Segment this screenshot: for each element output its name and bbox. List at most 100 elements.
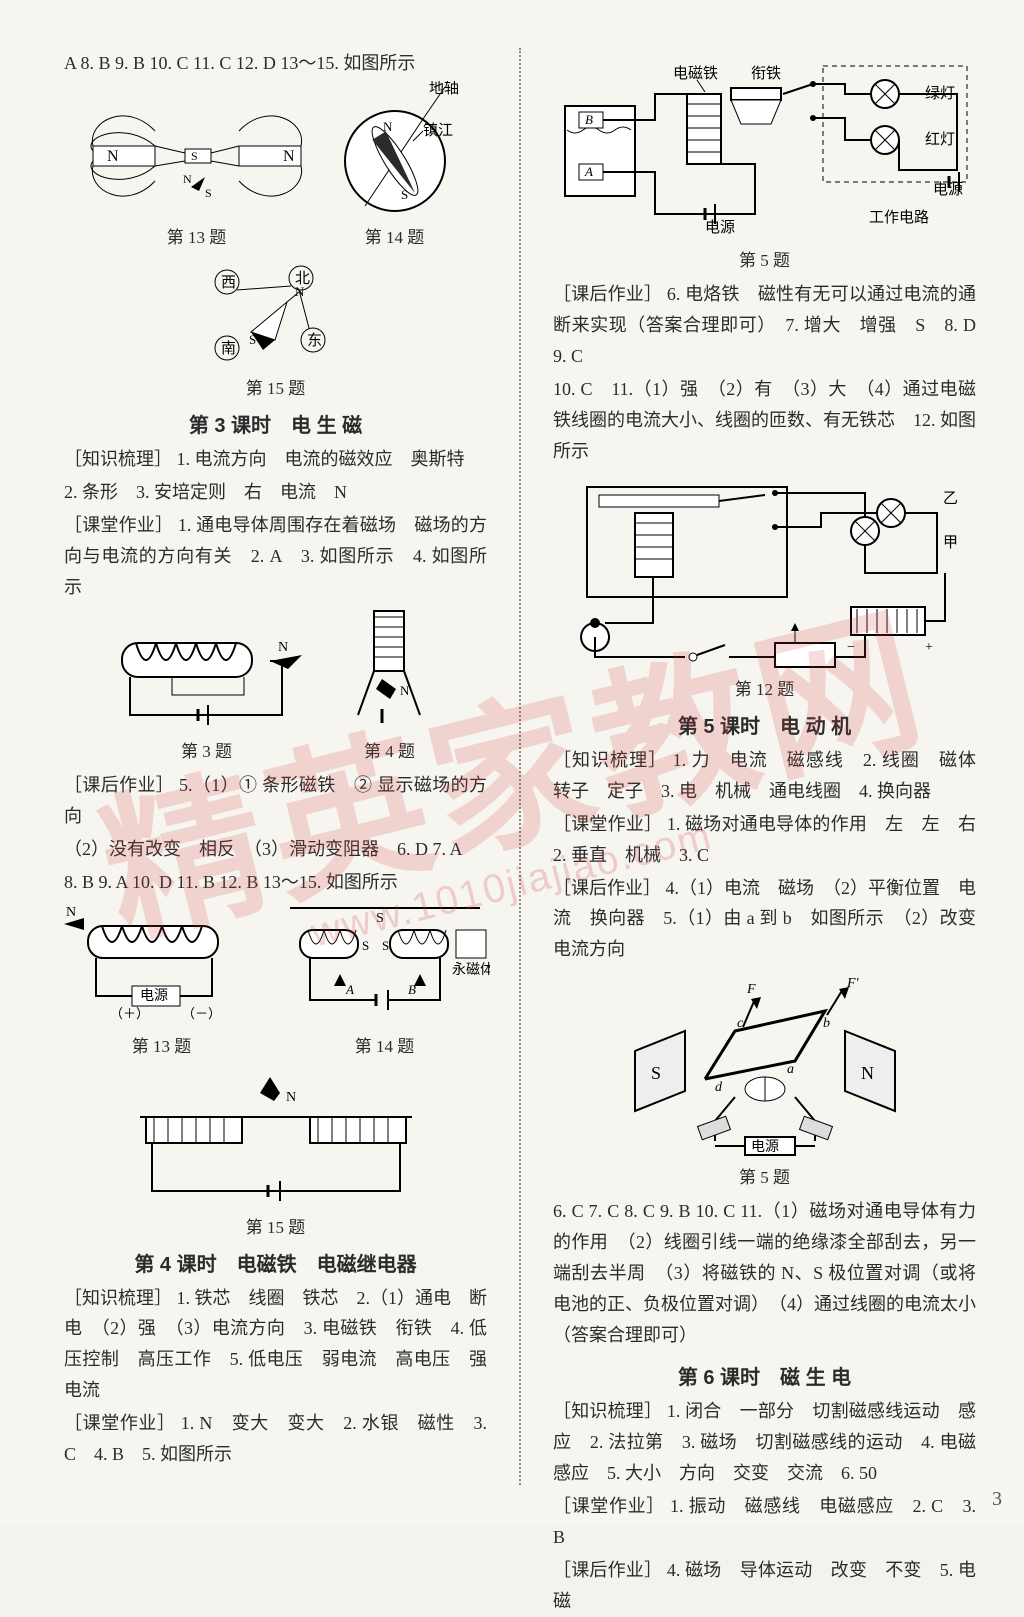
svg-text:S: S bbox=[376, 911, 384, 926]
magnet-field-icon: N N S bbox=[87, 91, 307, 221]
svg-text:S: S bbox=[401, 187, 408, 202]
fig-13-14-row: N N S bbox=[64, 81, 487, 256]
fig-13: N N S bbox=[87, 91, 307, 256]
svg-text:镇江: 镇江 bbox=[423, 122, 453, 139]
k5-line1: ［知识梳理］ 1. 力 电流 磁感线 2. 线圈 磁体 转子 定子 3. 电 机… bbox=[553, 745, 976, 807]
fig-13b: N 电源 （＋） （－） 第 13 题 bbox=[62, 900, 262, 1065]
hw4-line1: ［课后作业］ 6. 电烙铁 磁性有无可以通过电流的通断来实现（答案合理即可） 7… bbox=[553, 279, 976, 372]
svg-text:永磁体: 永磁体 bbox=[452, 962, 490, 978]
svg-text:S: S bbox=[191, 149, 198, 163]
svg-text:西: 西 bbox=[221, 275, 236, 291]
double-electromagnet-icon: N bbox=[116, 1071, 436, 1211]
hw6-line1: ［课后作业］ 4. 磁场 导体运动 改变 不变 5. 电磁 bbox=[553, 1555, 976, 1617]
svg-text:S: S bbox=[249, 332, 256, 347]
svg-text:+: + bbox=[925, 640, 933, 655]
fig-15-caption: 第 15 题 bbox=[64, 374, 487, 399]
column-divider bbox=[519, 48, 521, 1485]
svg-text:S: S bbox=[382, 938, 389, 953]
compass-dirs-icon: 西 北 南 东 N S bbox=[191, 262, 361, 372]
svg-text:S: S bbox=[651, 1063, 661, 1083]
svg-text:N: N bbox=[295, 284, 305, 299]
fig-14-caption: 第 14 题 bbox=[325, 223, 465, 248]
columns: A 8. B 9. B 10. C 11. C 12. D 13～15. 如图所… bbox=[64, 48, 976, 1485]
page: 精英家教网 www.1010jiajiao.com A 8. B 9. B 10… bbox=[0, 0, 1024, 1525]
svg-text:电源: 电源 bbox=[705, 219, 735, 236]
svg-text:N: N bbox=[107, 148, 119, 165]
fig-14b-caption: 第 14 题 bbox=[280, 1032, 490, 1057]
fig-q12: 乙 甲 −+ bbox=[553, 473, 976, 673]
k4-line1: ［知识梳理］ 1. 铁芯 线圈 铁芯 2.（1）通电 断电 （2）强 （3）电流… bbox=[64, 1283, 487, 1407]
lesson-5-heading: 第 5 课时 电 动 机 bbox=[553, 710, 976, 739]
c3-line1: ［课堂作业］ 1. 通电导体周围存在着磁场 磁场的方向与电流的方向有关 2. A… bbox=[64, 510, 487, 603]
svg-text:a: a bbox=[787, 1062, 794, 1077]
fig-3-caption: 第 3 题 bbox=[102, 737, 312, 762]
fig-14b: S S S 永磁体 A B bbox=[280, 900, 490, 1065]
fig-13b-14b-row: N 电源 （＋） （－） 第 13 题 S bbox=[64, 900, 487, 1065]
hw5-line1: ［课后作业］ 4.（1）电流 磁场 （2）平衡位置 电流 换向器 5.（1）由 … bbox=[553, 873, 976, 966]
svg-text:（＋）: （＋） bbox=[110, 1006, 149, 1021]
k3-line2: 2. 条形 3. 安培定则 右 电流 N bbox=[64, 477, 487, 508]
svg-text:N: N bbox=[183, 172, 192, 186]
globe-icon: N S 地轴 镇江 bbox=[325, 81, 465, 221]
electromagnet-lift-icon: N bbox=[330, 605, 450, 735]
k3-line1: ［知识梳理］ 1. 电流方向 电流的磁效应 奥斯特 bbox=[64, 444, 487, 475]
lesson-3-heading: 第 3 课时 电 生 磁 bbox=[64, 409, 487, 438]
fig-relay-caption: 第 5 题 bbox=[553, 246, 976, 271]
svg-text:N: N bbox=[400, 683, 410, 698]
lesson-6-heading: 第 6 课时 磁 生 电 bbox=[553, 1361, 976, 1390]
svg-text:N: N bbox=[286, 1090, 296, 1105]
svg-text:电源: 电源 bbox=[751, 1139, 779, 1155]
fig-13b-caption: 第 13 题 bbox=[62, 1032, 262, 1057]
svg-text:衔铁: 衔铁 bbox=[751, 65, 781, 82]
fig-q12-caption: 第 12 题 bbox=[553, 675, 976, 700]
svg-text:N: N bbox=[278, 640, 288, 655]
svg-text:B: B bbox=[408, 982, 416, 997]
fig-3: N 第 3 题 bbox=[102, 615, 312, 770]
dc-motor-icon: S N d a b c F F′ bbox=[615, 971, 915, 1161]
svg-text:电磁铁: 电磁铁 bbox=[673, 65, 718, 82]
svg-text:−: − bbox=[847, 640, 855, 655]
ans5: 6. C 7. C 8. C 9. B 10. C 11.（1）磁场对通电导体有… bbox=[553, 1196, 976, 1351]
solenoid-source-icon: N 电源 （＋） （－） bbox=[62, 900, 262, 1030]
svg-text:（－）: （－） bbox=[182, 1006, 221, 1021]
svg-text:N: N bbox=[283, 148, 295, 165]
left-column: A 8. B 9. B 10. C 11. C 12. D 13～15. 如图所… bbox=[64, 48, 487, 1485]
fig-motor-caption: 第 5 题 bbox=[553, 1163, 976, 1188]
hw4-line2: 10. C 11.（1）强 （2）有 （3）大 （4）通过电磁铁线圈的电流大小、… bbox=[553, 374, 976, 467]
fig-3-4-row: N 第 3 题 N 第 4 题 bbox=[64, 605, 487, 770]
svg-text:F′: F′ bbox=[846, 976, 860, 991]
right-column: 电磁铁 衔铁 绿灯 红灯 bbox=[553, 48, 976, 1485]
relay-lamp-circuit-icon: 乙 甲 −+ bbox=[565, 473, 965, 673]
fig-14: N S 地轴 镇江 第 14 题 bbox=[325, 81, 465, 256]
svg-text:红灯: 红灯 bbox=[925, 131, 955, 148]
fig-13-caption: 第 13 题 bbox=[87, 223, 307, 248]
svg-text:S: S bbox=[362, 938, 369, 953]
svg-text:南: 南 bbox=[221, 340, 236, 357]
svg-text:A: A bbox=[345, 982, 354, 997]
hw3-line2: （2）没有改变 相反 （3）滑动变阻器 6. D 7. A bbox=[64, 834, 487, 865]
svg-text:B: B bbox=[585, 112, 593, 127]
k6-line1: ［知识梳理］ 1. 闭合 一部分 切割磁感线运动 感应 2. 法拉第 3. 磁场… bbox=[553, 1396, 976, 1489]
svg-text:甲: 甲 bbox=[943, 535, 958, 551]
fig-motor: S N d a b c F F′ bbox=[553, 971, 976, 1161]
solenoid-icon: N bbox=[102, 615, 312, 735]
two-coils-magnet-icon: S S S 永磁体 A B bbox=[280, 900, 490, 1030]
fig-15: 西 北 南 东 N S bbox=[64, 262, 487, 372]
c6-line1: ［课堂作业］ 1. 振动 磁感线 电磁感应 2. C 3. B bbox=[553, 1491, 976, 1553]
svg-text:东: 东 bbox=[307, 332, 322, 349]
page-number: 3 bbox=[992, 1488, 1002, 1511]
fig-relay: 电磁铁 衔铁 绿灯 红灯 bbox=[553, 54, 976, 244]
svg-text:c: c bbox=[737, 1016, 744, 1031]
svg-text:N: N bbox=[861, 1063, 874, 1083]
svg-text:地轴: 地轴 bbox=[429, 81, 459, 97]
svg-text:F: F bbox=[746, 982, 756, 997]
svg-text:N: N bbox=[66, 905, 76, 920]
lesson-4-heading: 第 4 课时 电磁铁 电磁继电器 bbox=[64, 1248, 487, 1277]
svg-text:N: N bbox=[383, 119, 393, 134]
svg-text:A: A bbox=[584, 164, 593, 179]
fig-4-caption: 第 4 题 bbox=[330, 737, 450, 762]
svg-text:d: d bbox=[715, 1080, 723, 1095]
left-line-1: A 8. B 9. B 10. C 11. C 12. D 13～15. 如图所… bbox=[64, 48, 487, 79]
c4-line1: ［课堂作业］ 1. N 变大 变大 2. 水银 磁性 3. C 4. B 5. … bbox=[64, 1408, 487, 1470]
svg-text:电源: 电源 bbox=[140, 988, 168, 1004]
